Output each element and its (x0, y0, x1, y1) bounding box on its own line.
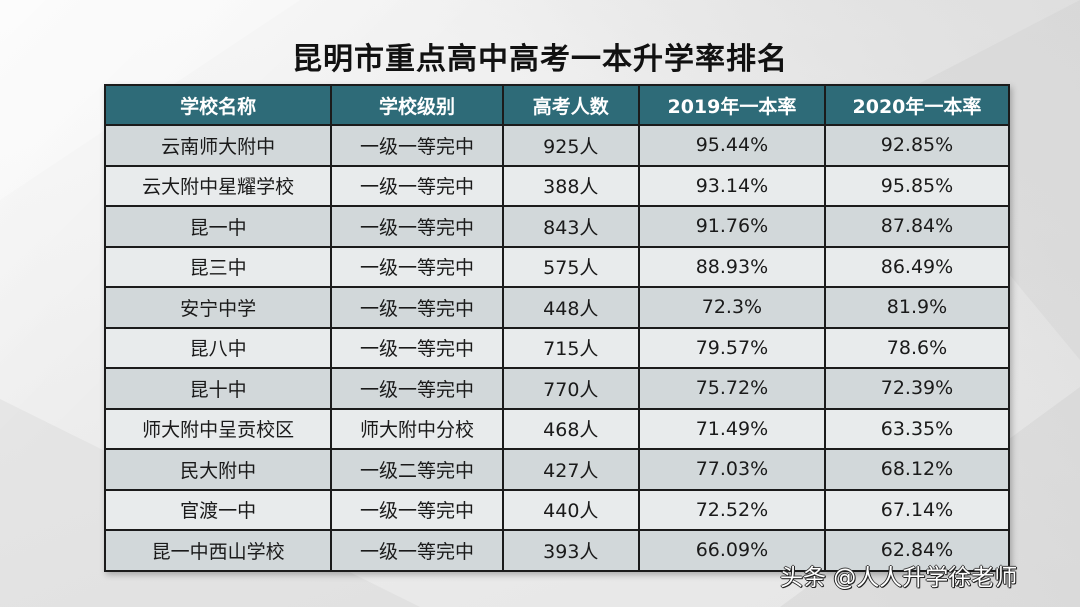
table-row: 云大附中星耀学校 一级一等完中 388人 93.14% 95.85% (103, 164, 1011, 207)
table-row: 昆一中 一级一等完中 843人 91.76% 87.84% (103, 205, 1011, 248)
cell-rate-2019: 93.14% (637, 164, 826, 207)
cell-school-name: 昆三中 (103, 245, 333, 288)
cell-school-name: 云南师大附中 (103, 124, 333, 167)
cell-exam-count: 843人 (501, 205, 640, 248)
cell-school-name: 官渡一中 (103, 488, 333, 531)
cell-rate-2019: 88.93% (637, 245, 826, 288)
cell-rate-2020: 92.85% (823, 124, 1011, 167)
column-header-school-name: 学校名称 (103, 84, 333, 126)
table-row: 师大附中呈贡校区 师大附中分校 468人 71.49% 63.35% (103, 407, 1011, 450)
column-header-school-level: 学校级别 (330, 84, 504, 126)
column-header-rate-2019: 2019年一本率 (637, 84, 826, 126)
cell-rate-2019: 66.09% (637, 529, 826, 572)
table-row: 昆一中西山学校 一级一等完中 393人 66.09% 62.84% (103, 529, 1011, 572)
table-body: 云南师大附中 一级一等完中 925人 95.44% 92.85% 云大附中星耀学校 一级一等… (103, 124, 1011, 572)
watermark: 头条 @人人升学徐老师 (780, 565, 1018, 591)
cell-rate-2020: 81.9% (823, 286, 1011, 329)
cell-rate-2019: 79.57% (637, 326, 826, 369)
cell-rate-2020: 86.49% (823, 245, 1011, 288)
cell-rate-2019: 71.49% (637, 407, 826, 450)
table-row: 安宁中学 一级一等完中 448人 72.3% 81.9% (103, 286, 1011, 329)
cell-rate-2020: 95.85% (823, 164, 1011, 207)
cell-rate-2020: 62.84% (823, 529, 1011, 572)
cell-rate-2019: 75.72% (637, 367, 826, 410)
cell-school-name: 安宁中学 (103, 286, 333, 329)
table-header-row: 学校名称 学校级别 高考人数 2019年一本率 2020年一本率 (103, 84, 1011, 126)
cell-exam-count: 770人 (501, 367, 640, 410)
cell-school-level: 一级一等完中 (330, 529, 504, 572)
cell-school-level: 师大附中分校 (330, 407, 504, 450)
table-row: 昆十中 一级一等完中 770人 75.72% 72.39% (103, 367, 1011, 410)
cell-rate-2020: 67.14% (823, 488, 1011, 531)
table-row: 云南师大附中 一级一等完中 925人 95.44% 92.85% (103, 124, 1011, 167)
cell-school-level: 一级一等完中 (330, 245, 504, 288)
cell-rate-2019: 72.3% (637, 286, 826, 329)
cell-exam-count: 388人 (501, 164, 640, 207)
cell-rate-2020: 63.35% (823, 407, 1011, 450)
cell-school-name: 师大附中呈贡校区 (103, 407, 333, 450)
cell-exam-count: 448人 (501, 286, 640, 329)
cell-rate-2019: 77.03% (637, 448, 826, 491)
cell-school-name: 昆十中 (103, 367, 333, 410)
cell-exam-count: 575人 (501, 245, 640, 288)
cell-school-level: 一级一等完中 (330, 286, 504, 329)
cell-rate-2019: 72.52% (637, 488, 826, 531)
cell-exam-count: 440人 (501, 488, 640, 531)
cell-exam-count: 925人 (501, 124, 640, 167)
cell-school-name: 云大附中星耀学校 (103, 164, 333, 207)
cell-school-level: 一级一等完中 (330, 205, 504, 248)
column-header-exam-count: 高考人数 (501, 84, 640, 126)
cell-school-name: 昆一中 (103, 205, 333, 248)
cell-school-level: 一级一等完中 (330, 326, 504, 369)
table-row: 昆八中 一级一等完中 715人 79.57% 78.6% (103, 326, 1011, 369)
table-row: 官渡一中 一级一等完中 440人 72.52% 67.14% (103, 488, 1011, 531)
cell-exam-count: 393人 (501, 529, 640, 572)
table-row: 民大附中 一级二等完中 427人 77.03% 68.12% (103, 448, 1011, 491)
cell-rate-2019: 91.76% (637, 205, 826, 248)
cell-school-level: 一级二等完中 (330, 448, 504, 491)
cell-rate-2020: 68.12% (823, 448, 1011, 491)
cell-school-name: 昆一中西山学校 (103, 529, 333, 572)
slide-title: 昆明市重点高中高考一本升学率排名 (292, 42, 788, 77)
cell-school-name: 昆八中 (103, 326, 333, 369)
cell-rate-2020: 87.84% (823, 205, 1011, 248)
cell-school-name: 民大附中 (103, 448, 333, 491)
cell-exam-count: 427人 (501, 448, 640, 491)
cell-exam-count: 468人 (501, 407, 640, 450)
column-header-rate-2020: 2020年一本率 (823, 84, 1011, 126)
ranking-table: 学校名称 学校级别 高考人数 2019年一本率 2020年一本率 云南师大附中一… (103, 84, 1011, 572)
cell-rate-2020: 78.6% (823, 326, 1011, 369)
cell-exam-count: 715人 (501, 326, 640, 369)
cell-school-level: 一级一等完中 (330, 367, 504, 410)
cell-school-level: 一级一等完中 (330, 488, 504, 531)
cell-rate-2019: 95.44% (637, 124, 826, 167)
cell-rate-2020: 72.39% (823, 367, 1011, 410)
cell-school-level: 一级一等完中 (330, 124, 504, 167)
table-row: 昆三中 一级一等完中 575人 88.93% 86.49% (103, 245, 1011, 288)
cell-school-level: 一级一等完中 (330, 164, 504, 207)
